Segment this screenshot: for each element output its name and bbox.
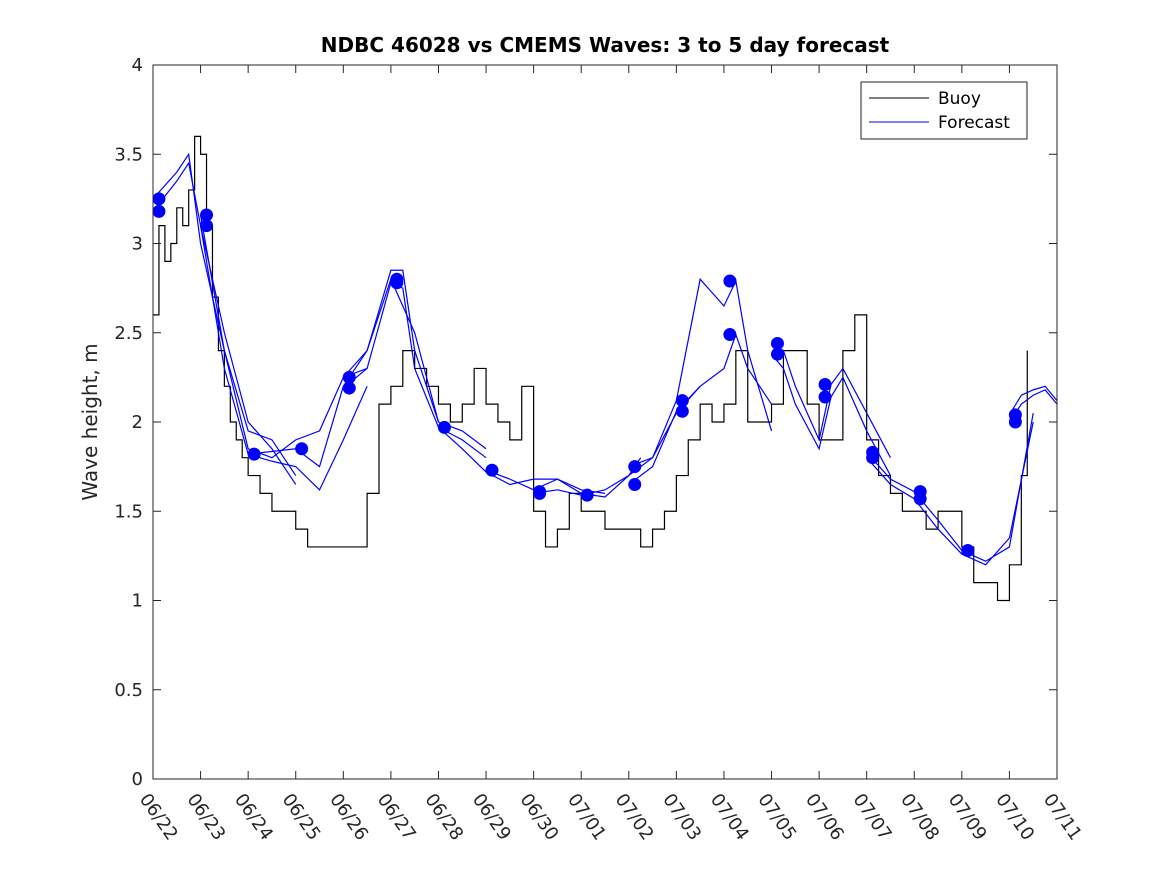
forecast-marker bbox=[961, 544, 975, 558]
forecast-marker bbox=[818, 378, 832, 392]
y-tick-label: 4 bbox=[132, 55, 143, 76]
chart-title: NDBC 46028 vs CMEMS Waves: 3 to 5 day fo… bbox=[321, 33, 890, 57]
forecast-marker bbox=[723, 274, 737, 288]
forecast-run-line bbox=[199, 214, 368, 459]
plot-background bbox=[153, 65, 1057, 779]
forecast-marker bbox=[485, 463, 499, 477]
forecast-marker bbox=[390, 276, 404, 290]
x-tick-label: 06/25 bbox=[278, 790, 325, 845]
y-tick-label: 0 bbox=[132, 769, 143, 790]
buoy-line bbox=[153, 135, 1028, 602]
forecast-run-line bbox=[771, 353, 892, 476]
forecast-run-line bbox=[342, 281, 487, 459]
legend-forecast-label: Forecast bbox=[938, 113, 1010, 133]
forecast-marker bbox=[723, 328, 737, 342]
forecast-marker bbox=[200, 208, 214, 222]
forecast-marker bbox=[628, 460, 642, 474]
forecast-marker bbox=[628, 477, 642, 491]
forecast-marker bbox=[1008, 415, 1022, 429]
forecast-run-line bbox=[485, 457, 642, 498]
x-tick-label: 07/01 bbox=[563, 790, 610, 845]
y-tick-label: 1 bbox=[132, 591, 143, 612]
y-tick-label: 3.5 bbox=[114, 144, 143, 165]
forecast-marker bbox=[675, 404, 689, 418]
forecast-run-line bbox=[866, 412, 1034, 562]
forecast-run-line bbox=[771, 342, 892, 458]
x-tick-label: 07/10 bbox=[991, 790, 1038, 845]
forecast-marker bbox=[770, 347, 784, 361]
x-tick-label: 07/06 bbox=[801, 790, 848, 845]
x-tick-label: 06/24 bbox=[230, 790, 277, 845]
forecast-marker bbox=[295, 442, 309, 456]
y-axis-label: Wave height, m bbox=[78, 343, 102, 500]
x-tick-label: 06/27 bbox=[373, 790, 420, 845]
forecast-run-line bbox=[628, 332, 773, 485]
forecast-markers bbox=[152, 192, 1022, 558]
x-tick-label: 07/04 bbox=[706, 790, 753, 845]
forecast-marker bbox=[342, 381, 356, 395]
x-tick-label: 07/02 bbox=[611, 790, 658, 845]
forecast-marker bbox=[913, 492, 927, 506]
y-tick-label: 3 bbox=[132, 234, 143, 255]
x-tick-label: 06/30 bbox=[516, 790, 563, 845]
forecast-run-line bbox=[1008, 385, 1058, 416]
x-tick-label: 07/11 bbox=[1039, 790, 1086, 845]
forecast-run-line bbox=[628, 277, 773, 468]
forecast-run-line bbox=[866, 421, 1034, 566]
forecast-run-line bbox=[438, 426, 606, 494]
x-tick-label: 07/05 bbox=[753, 790, 800, 845]
x-tick-label: 07/07 bbox=[849, 790, 896, 845]
forecast-run-line bbox=[152, 161, 297, 485]
forecast-marker bbox=[342, 370, 356, 384]
x-tick-label: 07/03 bbox=[658, 790, 705, 845]
y-tick-label: 1.5 bbox=[114, 501, 143, 522]
forecast-run-line bbox=[342, 269, 487, 450]
forecast-marker bbox=[152, 204, 166, 218]
forecast-run-line bbox=[199, 225, 368, 491]
y-tick-label: 2.5 bbox=[114, 323, 143, 344]
x-tick-label: 06/22 bbox=[135, 790, 182, 845]
y-tick-label: 2 bbox=[132, 412, 143, 433]
forecast-marker bbox=[866, 451, 880, 465]
legend: Buoy Forecast bbox=[860, 81, 1028, 140]
forecast-marker bbox=[247, 447, 261, 461]
x-tick-label: 07/09 bbox=[944, 790, 991, 845]
x-tick-label: 06/23 bbox=[182, 790, 229, 845]
plot-frame bbox=[152, 64, 1058, 780]
legend-buoy-label: Buoy bbox=[938, 89, 981, 109]
x-tick-label: 07/08 bbox=[896, 790, 943, 845]
forecast-marker bbox=[200, 219, 214, 233]
forecast-marker bbox=[152, 192, 166, 206]
buoy-series bbox=[153, 135, 1028, 602]
forecast-marker bbox=[533, 486, 547, 500]
forecast-marker bbox=[818, 390, 832, 404]
x-tick-label: 06/29 bbox=[468, 790, 515, 845]
forecast-marker bbox=[770, 336, 784, 350]
forecast-marker bbox=[675, 394, 689, 408]
y-tick-label: 0.5 bbox=[114, 680, 143, 701]
x-tick-label: 06/28 bbox=[420, 790, 467, 845]
legend-box bbox=[860, 81, 1028, 140]
forecast-marker bbox=[580, 488, 594, 502]
forecast-marker bbox=[437, 420, 451, 434]
x-tick-label: 06/26 bbox=[325, 790, 372, 845]
